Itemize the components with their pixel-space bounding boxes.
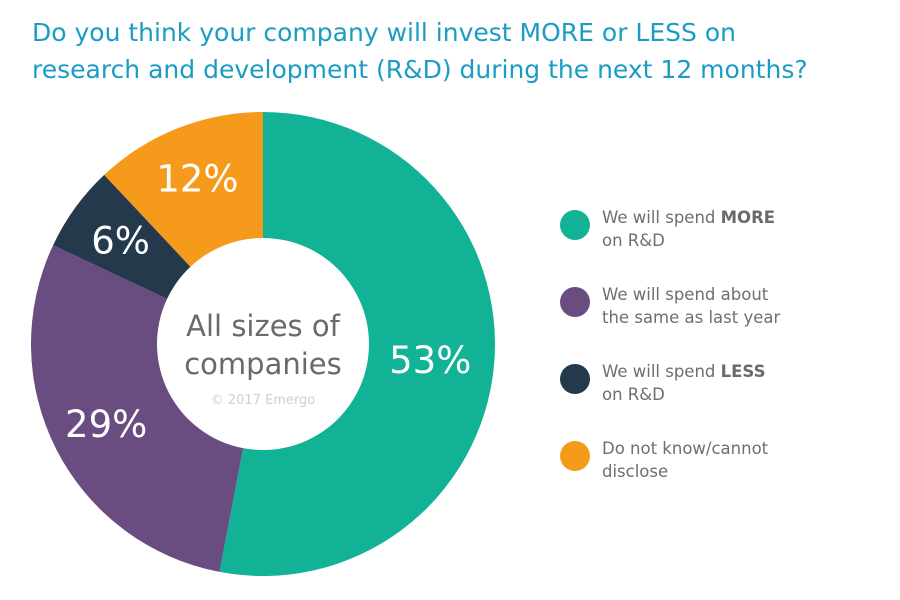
donut-slice-2 [30, 245, 244, 572]
copyright-watermark: © 2017 Emergo [211, 393, 316, 408]
donut-slice-1 [219, 112, 496, 576]
center-label-line-2: companies [184, 347, 342, 381]
slice-label-4: 12% [156, 157, 238, 200]
chart-title-line-2: research and development (R&D) during th… [32, 55, 808, 84]
legend-swatch-1 [560, 210, 590, 240]
legend-label-4: Do not know/cannot disclose [602, 439, 769, 481]
legend-label-3: We will spend LESS on R&D [602, 362, 766, 404]
legend-label-2: We will spend about the same as last year [602, 285, 781, 327]
chart-title: Do you think your company will invest MO… [32, 14, 882, 88]
donut-slice-3 [53, 174, 191, 299]
legend-swatch-4 [560, 441, 590, 471]
slice-label-1: 53% [389, 339, 471, 382]
legend-swatch-3 [560, 364, 590, 394]
legend-label-1: We will spend MORE on R&D [602, 208, 776, 250]
chart-title-line-1: Do you think your company will invest MO… [32, 18, 736, 47]
slice-label-2: 29% [65, 403, 147, 446]
donut-slices [30, 112, 496, 576]
donut-slice-4 [104, 112, 263, 267]
legend-swatch-2 [560, 287, 590, 317]
center-label-line-1: All sizes of [186, 309, 340, 343]
slice-label-3: 6% [91, 220, 150, 263]
donut-slice-labels: 53% 29% 6%12% [65, 157, 471, 445]
